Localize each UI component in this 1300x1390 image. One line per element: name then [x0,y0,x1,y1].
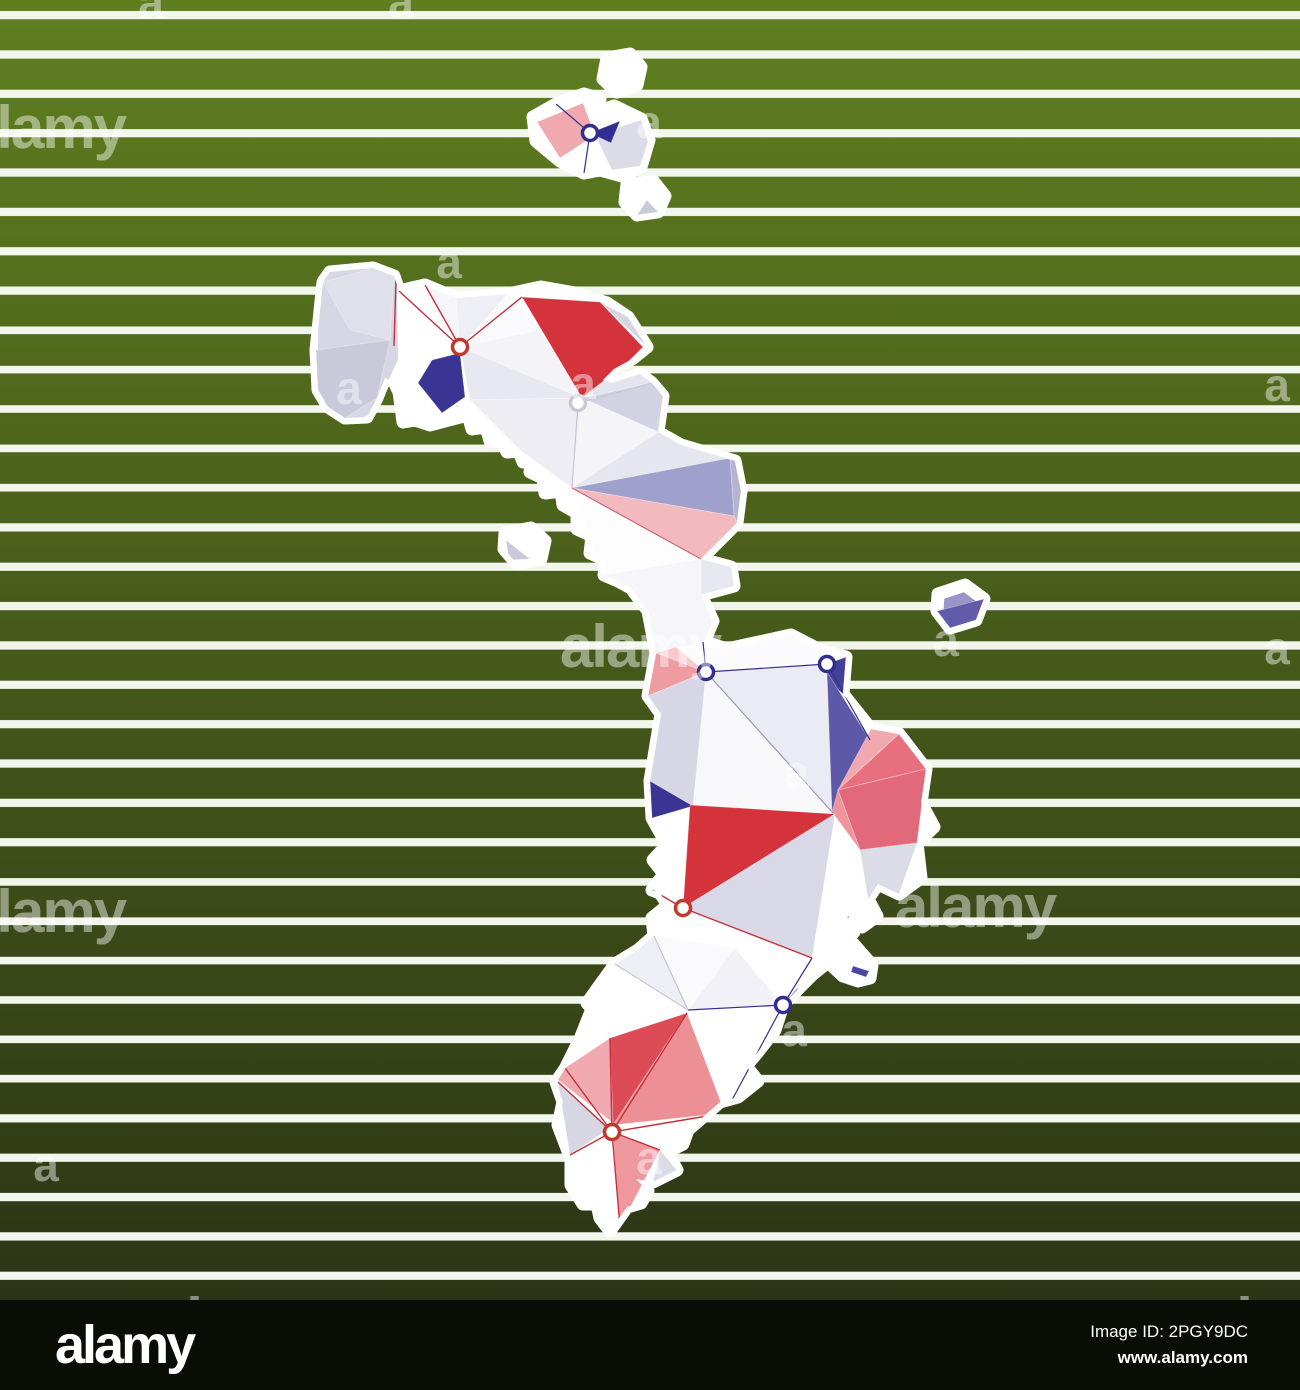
map-facet [850,965,870,978]
image-meta: Image ID: 2PGY9DC www.alamy.com [1090,1319,1248,1371]
map-node [673,898,693,918]
map-edge-line [424,284,461,348]
map-edge-line [611,1131,621,1228]
map-facet [589,120,621,144]
map-edge-line [705,663,828,673]
map-facet [636,199,659,216]
map-node [602,1122,622,1142]
map-facet [557,1080,611,1156]
map-edge-line [393,279,397,347]
map-edge-line [609,1037,613,1133]
map-node [450,337,470,357]
map-node [580,123,600,143]
map-edge-line [653,935,689,1011]
map-edge-line [571,487,702,560]
map-edge-line [571,402,579,489]
map-edge-line [826,663,871,741]
map-edge-line [687,1004,784,1011]
alamy-logo: alamy [55,1315,196,1375]
footer-bar: alamy Image ID: 2PGY9DC www.alamy.com [0,1300,1300,1390]
artwork-area: alamyalamyalamyalamyalamyalamyaaaaaaaaaa… [0,0,1300,1300]
map-node [817,654,837,674]
website-text: www.alamy.com [1117,1348,1248,1367]
map-node [568,393,588,413]
map-facet [322,267,395,341]
map-edge-line [705,671,834,814]
map-node [696,662,716,682]
islet-north-top [596,47,648,99]
map-facet [580,382,664,433]
map-edge-line [557,1081,613,1133]
map-facet [649,780,695,819]
map-facet [603,558,714,654]
map-facet [612,1012,726,1126]
map-facet [505,539,532,561]
map-facet [936,598,984,629]
map-edge-line [682,907,813,959]
map-facet [652,1149,678,1183]
map-edge-line [577,382,653,404]
map-edge-line [611,1012,688,1133]
map-edge-line [564,1067,613,1133]
map-facet [599,301,648,348]
map-edge-line [459,296,523,348]
image-id-text: Image ID: 2PGY9DC [1090,1322,1248,1341]
map-facet [831,788,861,851]
map-edge-line [398,290,461,348]
map-facet [859,842,918,900]
map-facet [316,339,391,419]
map-edge-line [614,963,689,1011]
map-node [773,995,793,1015]
polygonal-map-illustration [309,47,991,1238]
